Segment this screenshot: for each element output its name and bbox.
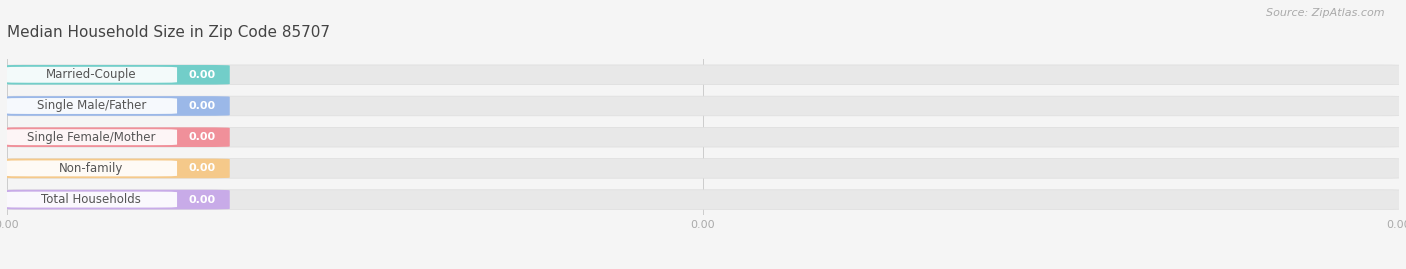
FancyBboxPatch shape bbox=[0, 158, 1406, 178]
FancyBboxPatch shape bbox=[0, 127, 1406, 147]
FancyBboxPatch shape bbox=[0, 96, 229, 116]
FancyBboxPatch shape bbox=[0, 190, 229, 210]
Text: Married-Couple: Married-Couple bbox=[46, 68, 136, 81]
FancyBboxPatch shape bbox=[0, 65, 229, 85]
FancyBboxPatch shape bbox=[0, 127, 229, 147]
Text: 0.00: 0.00 bbox=[188, 70, 217, 80]
Text: 0.00: 0.00 bbox=[188, 194, 217, 205]
FancyBboxPatch shape bbox=[0, 158, 229, 178]
FancyBboxPatch shape bbox=[6, 129, 177, 145]
FancyBboxPatch shape bbox=[6, 98, 177, 114]
Text: 0.00: 0.00 bbox=[188, 163, 217, 174]
FancyBboxPatch shape bbox=[0, 96, 1406, 116]
Text: Source: ZipAtlas.com: Source: ZipAtlas.com bbox=[1267, 8, 1385, 18]
Text: Median Household Size in Zip Code 85707: Median Household Size in Zip Code 85707 bbox=[7, 26, 330, 40]
Text: 0.00: 0.00 bbox=[188, 132, 217, 142]
Text: Single Male/Father: Single Male/Father bbox=[37, 100, 146, 112]
Text: Total Households: Total Households bbox=[41, 193, 141, 206]
FancyBboxPatch shape bbox=[6, 160, 177, 176]
FancyBboxPatch shape bbox=[6, 67, 177, 83]
Text: Single Female/Mother: Single Female/Mother bbox=[27, 131, 156, 144]
FancyBboxPatch shape bbox=[0, 65, 1406, 85]
Text: 0.00: 0.00 bbox=[188, 101, 217, 111]
FancyBboxPatch shape bbox=[0, 190, 1406, 210]
FancyBboxPatch shape bbox=[6, 192, 177, 208]
Text: Non-family: Non-family bbox=[59, 162, 124, 175]
